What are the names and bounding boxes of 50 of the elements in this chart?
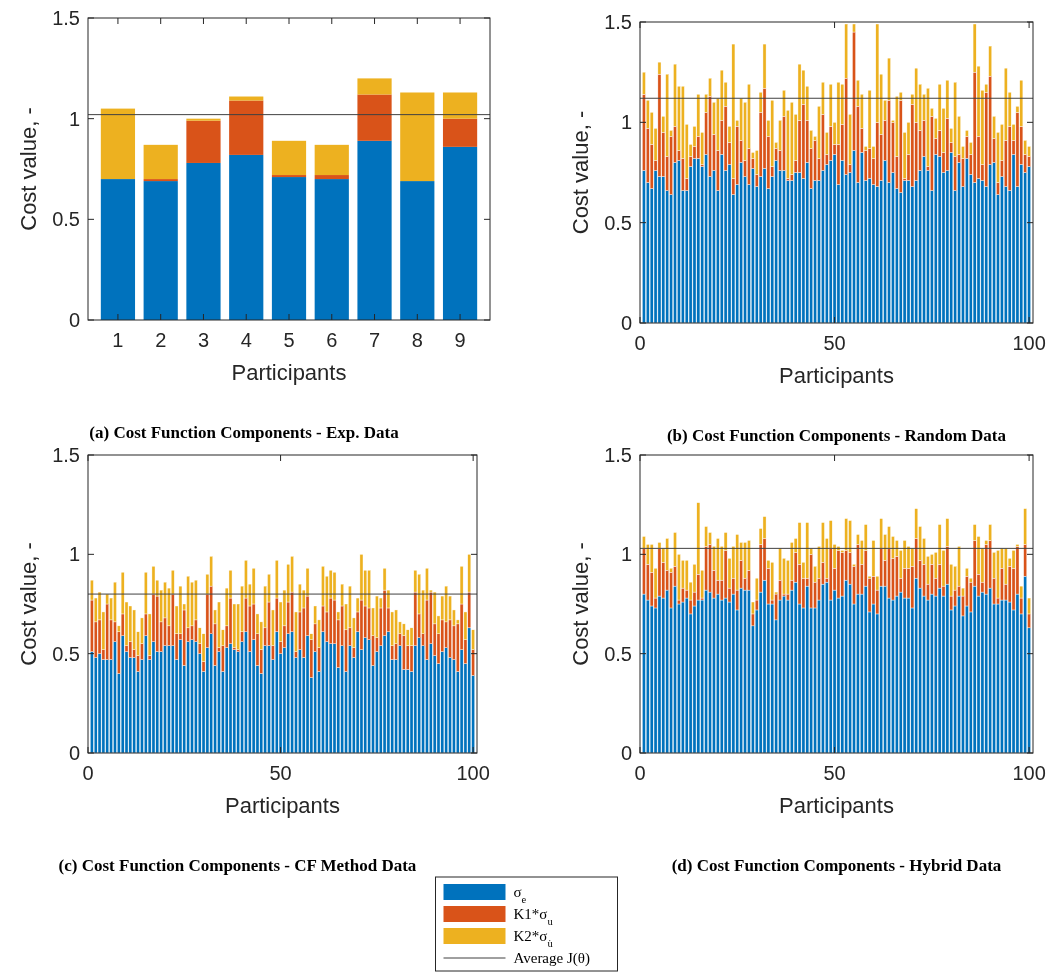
- x-tick-label: 0: [634, 332, 646, 354]
- legend-label: K2*σ$_{u̇}$: [513, 928, 554, 949]
- y-tick-label: 0.5: [604, 211, 632, 234]
- legend-label: σ$_{e}$: [513, 884, 527, 905]
- y-tick-label: 0: [620, 742, 632, 764]
- x-tick-label: 1: [112, 329, 124, 351]
- y-tick-label: 1: [620, 543, 632, 566]
- y-tick-label: 1: [68, 107, 80, 130]
- x-tick-label: 7: [368, 329, 381, 351]
- x-axis-title: Participants: [779, 363, 894, 388]
- x-tick-label: 0: [82, 762, 94, 784]
- x-tick-label: 3: [197, 329, 210, 351]
- legend-label: K1*σ$_{u}$: [513, 906, 554, 927]
- y-tick-label: 0: [68, 742, 80, 764]
- x-axis-title: Participants: [231, 360, 347, 385]
- x-tick-label: 2: [155, 329, 167, 351]
- x-tick-label: 100: [1012, 762, 1046, 784]
- x-tick-label: 50: [269, 762, 292, 784]
- x-axis-title: Participants: [779, 793, 894, 818]
- x-tick-label: 9: [454, 329, 466, 351]
- legend-label: Average J(θ): [513, 950, 590, 968]
- x-tick-label: 0: [634, 762, 646, 784]
- x-tick-label: 5: [283, 329, 295, 351]
- y-tick-label: 1.5: [604, 11, 632, 33]
- x-tick-label: 4: [240, 329, 252, 351]
- y-tick-label: 1.5: [604, 444, 632, 466]
- text: (d) Cost Function Components - Hybrid Data: [671, 856, 1002, 875]
- x-axis-title: Participants: [225, 793, 340, 818]
- x-tick-label: 50: [823, 762, 846, 784]
- y-tick-label: 0.5: [52, 642, 80, 665]
- x-tick-label: 50: [823, 332, 846, 354]
- y-tick-label: 1: [68, 543, 80, 566]
- y-axis-title: Cost value, -: [16, 107, 41, 231]
- y-axis-title: Cost value, -: [568, 110, 593, 235]
- y-axis-title: Cost value, -: [16, 542, 41, 666]
- y-tick-label: 0.5: [52, 208, 80, 231]
- x-tick-label: 100: [1012, 332, 1046, 354]
- y-tick-label: 0.5: [604, 642, 632, 665]
- x-tick-label: 100: [456, 762, 490, 784]
- y-tick-label: 0: [620, 312, 632, 334]
- x-tick-label: 8: [411, 329, 423, 351]
- y-tick-label: 1: [620, 111, 632, 134]
- x-tick-label: 6: [326, 329, 338, 351]
- y-tick-label: 1.5: [52, 444, 80, 466]
- y-tick-label: 0: [68, 309, 80, 331]
- text: (a) Cost Function Components - Exp. Data: [89, 423, 400, 442]
- text: (b) Cost Function Components - Random Data: [666, 426, 1007, 445]
- y-axis-title: Cost value, -: [568, 542, 593, 666]
- y-tick-label: 1.5: [52, 7, 80, 29]
- text: (c) Cost Function Components - CF Method Data: [58, 856, 417, 875]
